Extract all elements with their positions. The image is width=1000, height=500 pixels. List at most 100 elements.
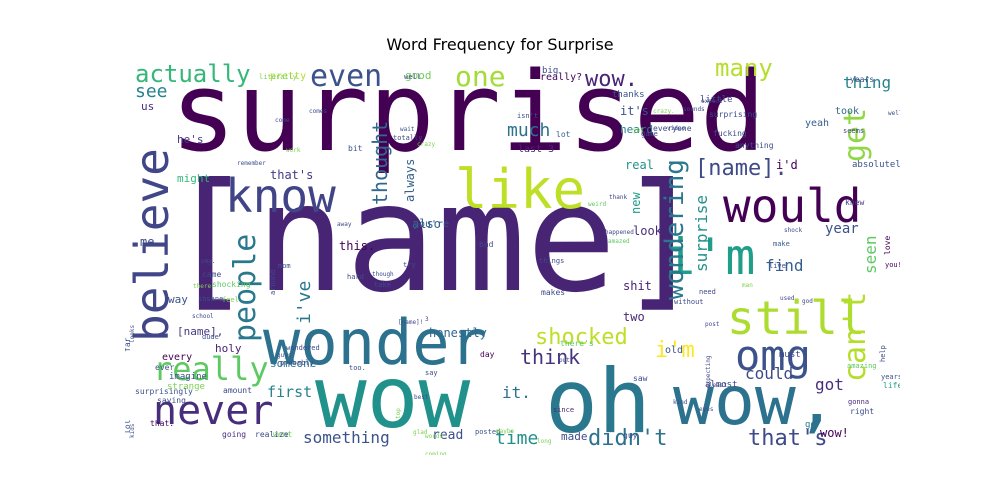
word-cloud-word: gonna <box>848 398 869 406</box>
word-cloud-word: thing <box>843 73 891 92</box>
word-cloud-word: two <box>623 310 645 324</box>
word-cloud-word: without <box>674 298 704 306</box>
word-cloud-word: really <box>153 350 269 388</box>
word-cloud-word: makes <box>541 288 565 297</box>
word-cloud-word: think <box>520 345 580 369</box>
word-cloud-word: still <box>727 291 865 345</box>
word-cloud-word: comes <box>309 108 327 115</box>
word-cloud-word: much <box>507 120 550 141</box>
word-cloud-word: bit <box>348 144 363 153</box>
word-cloud-word: surprisingly <box>135 387 193 396</box>
word-cloud-word: someone <box>270 357 316 370</box>
word-cloud-word: amazed <box>608 238 630 245</box>
word-cloud-word: kids <box>129 423 136 438</box>
word-cloud-word: people <box>228 234 263 342</box>
word-cloud-word: almost <box>705 380 738 390</box>
word-cloud-word: thought <box>368 121 392 205</box>
word-cloud-word: saw <box>633 374 648 383</box>
word-cloud-word: video <box>667 125 685 132</box>
word-cloud-word: that's <box>270 168 313 182</box>
word-cloud-word: long <box>537 438 552 445</box>
word-cloud-word: first <box>267 383 312 401</box>
word-cloud-word: need <box>699 288 716 296</box>
word-cloud-word: put <box>559 357 570 364</box>
word-cloud-word: holy <box>215 342 242 355</box>
word-cloud-word: honestly <box>429 326 487 340</box>
word-cloud-word: posted <box>475 428 500 436</box>
word-cloud-word: weird <box>588 201 606 208</box>
word-cloud-word: right <box>850 407 874 416</box>
word-cloud-word: went <box>273 430 292 439</box>
word-cloud-word: years. <box>881 373 900 381</box>
word-cloud-word: day <box>480 350 495 359</box>
word-cloud-word: wondered <box>286 344 320 352</box>
word-cloud-word: year <box>825 221 859 237</box>
word-cloud-word: well, <box>888 110 900 117</box>
word-cloud-word: surprising <box>709 110 757 119</box>
word-cloud-word: didn't <box>588 426 667 451</box>
word-cloud-word: remember <box>237 160 266 167</box>
word-cloud-word: read <box>432 428 463 443</box>
word-cloud-word: maybe <box>496 428 514 435</box>
word-cloud-word: far <box>125 337 132 352</box>
word-cloud-word: dude <box>202 333 219 341</box>
word-cloud-word: i've <box>294 281 315 324</box>
word-cloud-word: anything <box>735 141 774 150</box>
word-cloud-word: away <box>337 221 352 228</box>
word-cloud-word: can't <box>838 292 873 382</box>
word-cloud-word: wait <box>400 126 415 133</box>
word-cloud-word: best <box>414 394 429 401</box>
word-cloud-word: that's <box>748 426 827 451</box>
word-cloud-word: ever <box>155 363 174 372</box>
word-cloud-word: something <box>303 428 390 447</box>
word-cloud-word: i'd <box>776 158 798 172</box>
word-cloud-word: it's <box>620 104 649 118</box>
word-cloud-word: little <box>700 95 733 105</box>
word-cloud-word: new <box>629 192 643 214</box>
word-cloud-word: school <box>192 313 214 320</box>
word-cloud-word: time <box>495 428 538 449</box>
word-cloud-word: wow! <box>820 426 849 440</box>
word-cloud-word: might <box>177 172 210 185</box>
word-cloud-word: life <box>883 381 900 390</box>
word-cloud-word: [name], <box>177 325 223 338</box>
word-cloud-word: sounds <box>683 106 705 113</box>
word-cloud-word: know <box>225 169 336 223</box>
word-cloud-word: find <box>765 256 804 275</box>
word-cloud-word: old <box>665 345 683 356</box>
word-cloud-word: well <box>404 73 421 81</box>
word-cloud-word: help <box>879 345 887 362</box>
word-cloud-word: 3 <box>425 316 429 323</box>
word-cloud-word: pretty <box>270 71 306 82</box>
word-cloud-word: around <box>269 270 277 295</box>
word-cloud-word: could <box>745 364 793 383</box>
word-cloud-word: live <box>769 262 786 270</box>
word-cloud-word: good <box>405 69 432 82</box>
word-cloud-word: amazing <box>847 362 877 370</box>
word-cloud-word: real <box>625 158 654 172</box>
word-cloud-word: big <box>542 66 558 76</box>
word-cloud-word: really? <box>540 72 582 83</box>
word-cloud-word: made <box>561 430 588 443</box>
word-cloud-word: yeah <box>805 118 829 129</box>
word-cloud-word: us <box>141 100 154 113</box>
word-cloud-word: you're <box>413 219 449 230</box>
word-cloud-word: surprise <box>692 195 711 272</box>
word-cloud-word: crazy. <box>653 108 675 115</box>
word-cloud-word: take <box>374 281 391 289</box>
word-cloud-word: heard <box>620 123 653 136</box>
word-cloud-word: try <box>403 261 416 269</box>
word-cloud-word: words <box>425 433 443 440</box>
word-cloud-word: omg. <box>201 258 215 265</box>
word-cloud-word: post <box>705 321 720 328</box>
word-cloud-word: mom <box>278 262 291 270</box>
word-cloud-word: surprised <box>170 62 766 176</box>
word-cloud-word: seems <box>843 127 864 135</box>
word-cloud-word: seen <box>861 235 880 274</box>
word-cloud-word: going <box>222 430 246 439</box>
word-cloud-word: knew <box>845 198 864 207</box>
word-cloud-word: get <box>838 108 873 162</box>
word-cloud-word: took <box>835 106 859 117</box>
word-cloud-word: [name] <box>165 152 707 326</box>
